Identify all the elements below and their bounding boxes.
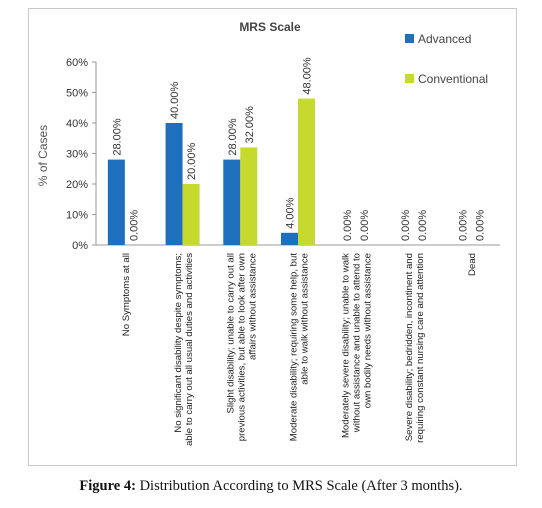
x-category-label-5: requiring constant nursing care and atte…: [415, 253, 426, 443]
y-tick-label: 60%: [66, 57, 88, 69]
legend-swatch-conventional: [405, 74, 414, 83]
y-tick-label: 40%: [66, 118, 88, 130]
mrs-bar-chart: MRS Scale 0% 10% 20% 30% 40% 50% 60% % of Cases 2…: [36, 20, 500, 446]
x-category-label-3: able to walk without assistance: [300, 253, 311, 385]
data-label-advanced-0: 28.00%: [111, 118, 123, 156]
x-category-label-3: Moderate disability; requiring some help…: [289, 253, 300, 442]
data-label-conventional-1: 20.00%: [186, 142, 198, 180]
y-tick-label: 0%: [72, 240, 88, 252]
data-label-advanced-4: 0.00%: [342, 210, 354, 241]
x-category-label-4: without assistance and unable to attend …: [352, 253, 363, 433]
legend-swatch-advanced: [405, 34, 414, 43]
data-label-conventional-4: 0.00%: [359, 210, 371, 241]
data-label-advanced-1: 40.00%: [169, 81, 181, 119]
data-label-conventional-3: 48.00%: [302, 57, 314, 95]
data-label-advanced-3: 4.00%: [285, 197, 297, 228]
y-tick-label: 50%: [66, 88, 88, 100]
x-category-label-2: previous activities, but able to look af…: [236, 253, 247, 441]
figure-caption-text: Distribution According to MRS Scale (Aft…: [135, 478, 463, 494]
y-axis-label: % of Cases: [36, 125, 50, 186]
x-category-label-1: No significant disability despite sympto…: [173, 253, 184, 433]
bar-advanced-3: [281, 232, 298, 245]
x-category-label-2: Slight disability; unable to carry out a…: [225, 253, 236, 414]
x-category-label-2: affairs without assistance: [247, 253, 258, 360]
bar-advanced-2: [223, 159, 241, 245]
data-label-conventional-0: 0.00%: [128, 210, 140, 241]
data-label-advanced-6: 0.00%: [458, 210, 470, 241]
y-tick-label: 20%: [66, 179, 88, 191]
bar-conventional-2: [240, 147, 258, 245]
bar-conventional-1: [182, 184, 200, 245]
x-category-label-4: own bodily needs without assistance: [363, 253, 374, 408]
bar-conventional-3: [298, 98, 315, 245]
figure-label: Figure 4:: [79, 478, 136, 494]
x-category-label-0: No Symptoms at all: [121, 253, 132, 336]
data-label-advanced-5: 0.00%: [400, 210, 412, 241]
bar-advanced-0: [107, 159, 125, 245]
legend-label-conventional: Conventional: [418, 72, 488, 86]
chart-title: MRS Scale: [239, 20, 301, 34]
bar-advanced-1: [165, 123, 183, 245]
legend-label-advanced: Advanced: [418, 32, 471, 46]
data-label-advanced-2: 28.00%: [227, 118, 239, 156]
x-category-label-6: Dead: [467, 253, 478, 276]
x-category-label-4: Moderately severe disability; unable to …: [341, 253, 352, 438]
data-label-conventional-6: 0.00%: [475, 210, 487, 241]
y-tick-label: 30%: [66, 149, 88, 161]
figure-caption: Figure 4: Distribution According to MRS …: [0, 478, 542, 495]
data-label-conventional-5: 0.00%: [417, 210, 429, 241]
x-category-label-5: Severe disability; bedridden, incontinen…: [404, 253, 415, 441]
data-label-conventional-2: 32.00%: [244, 106, 256, 144]
x-category-label-1: able to carry out all usual duties and a…: [184, 253, 195, 446]
y-tick-label: 10%: [66, 210, 88, 222]
